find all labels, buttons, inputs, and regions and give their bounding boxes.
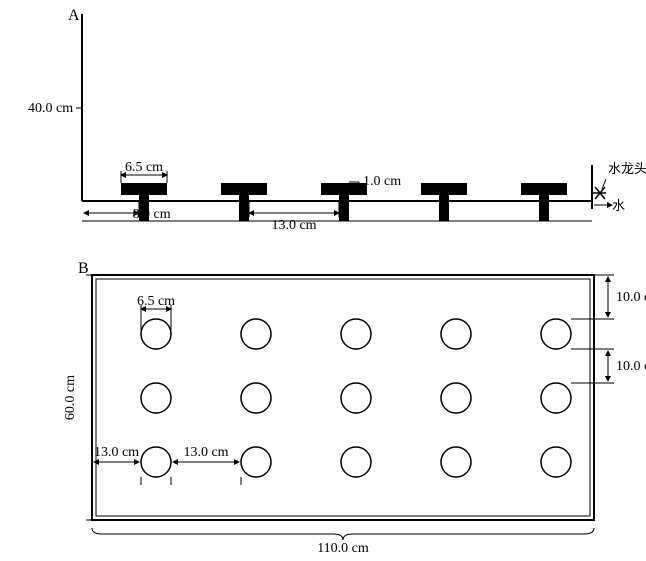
svg-text:13.0 cm: 13.0 cm — [183, 445, 228, 460]
svg-text:13.0 cm: 13.0 cm — [94, 445, 139, 460]
svg-text:6.5 cm: 6.5 cm — [125, 160, 163, 175]
label-stem-width: 1.0 cm — [363, 174, 401, 189]
t-shape-cap — [521, 183, 567, 195]
t-shape-cap — [221, 183, 267, 195]
label-width-b: 110.0 cm — [317, 541, 369, 556]
label-height-b: 60.0 cm — [63, 375, 78, 420]
svg-text:13.0 cm: 13.0 cm — [271, 218, 316, 233]
dim-col-left: 13.0 cm — [94, 445, 139, 462]
panel-a-letter: A — [68, 7, 80, 24]
t-shape-stem — [439, 195, 449, 221]
label-row-spacing: 10.0 cm — [616, 359, 646, 374]
label-height-a: 40.0 cm — [28, 101, 73, 116]
label-row-top: 10.0 cm — [616, 290, 646, 305]
t-shape-cap — [321, 183, 367, 195]
label-water: 水 — [612, 198, 625, 213]
dim-circle-diameter: 6.5 cm — [137, 294, 175, 309]
panel-b-letter: B — [78, 260, 89, 277]
t-shape-stem — [339, 195, 349, 221]
t-shape-cap — [121, 183, 167, 195]
t-shape-stem — [239, 195, 249, 221]
label-faucet: 水龙头 — [608, 161, 646, 176]
svg-text:6.5 cm: 6.5 cm — [137, 294, 175, 309]
t-shape-stem — [539, 195, 549, 221]
canvas-bg — [0, 0, 646, 561]
label-first-offset: 8.0 cm — [133, 207, 171, 222]
t-shape-cap — [421, 183, 467, 195]
dim-cap-width: 6.5 cm — [121, 160, 167, 175]
